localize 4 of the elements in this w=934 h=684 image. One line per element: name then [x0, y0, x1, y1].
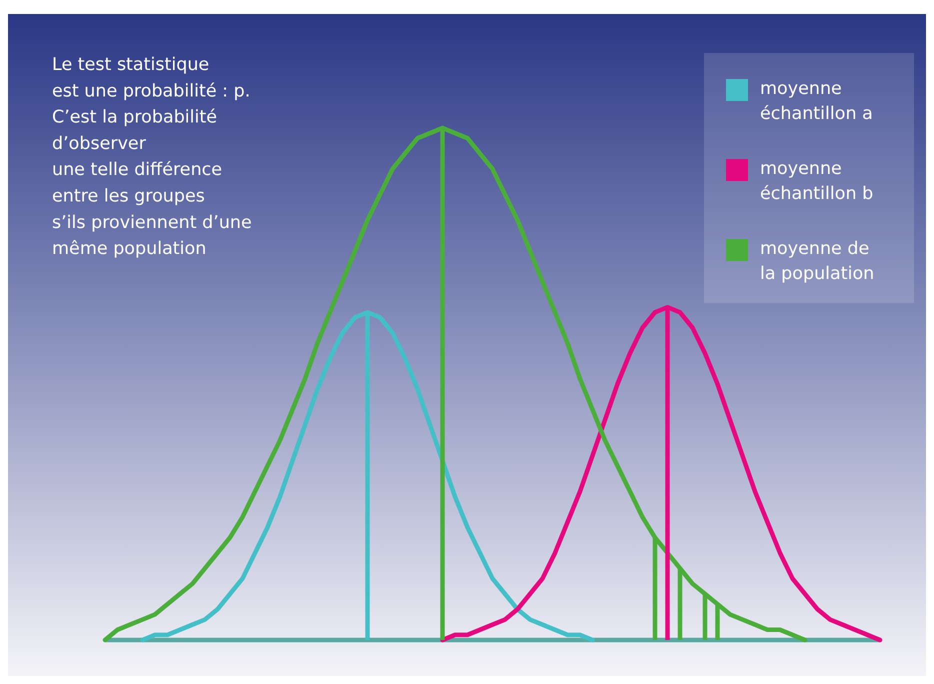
annotation: Le test statistique est une probabilité : p. C’est la probabilité d’observer une telle différence entre les groupes s’ils proviennent d’une même population: [52, 55, 252, 260]
legend-label: moyenne échantillon b: [760, 159, 874, 204]
legend-label: moyenne de la population: [760, 239, 874, 284]
legend-label: moyenne échantillon a: [760, 79, 873, 124]
